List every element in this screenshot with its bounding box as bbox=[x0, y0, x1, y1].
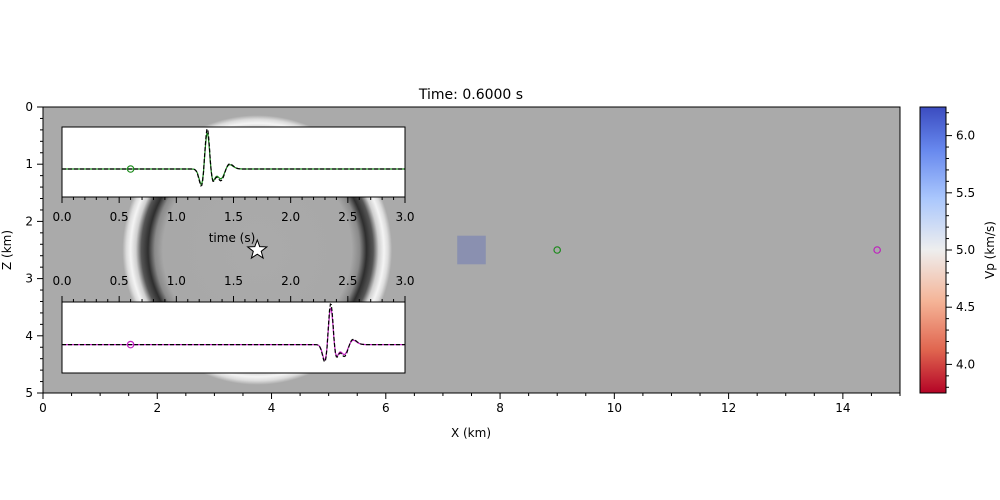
inset-tick-label: 2.0 bbox=[281, 274, 300, 288]
receiver-2-marker bbox=[873, 246, 881, 254]
receivers bbox=[553, 246, 881, 254]
receiver-1-marker bbox=[553, 246, 562, 254]
colorbar: 4.0 4.5 5.0 5.5 6.0 Vp (km/s) bbox=[919, 106, 997, 394]
colorbar-gradient bbox=[919, 106, 947, 394]
colorbar-label: Vp (km/s) bbox=[983, 221, 997, 279]
x-axis-ticks: 0 2 4 6 8 10 12 14 bbox=[39, 393, 901, 415]
x-tick-label: 14 bbox=[835, 401, 850, 415]
x-tick-label: 8 bbox=[496, 401, 504, 415]
y-tick-label: 2 bbox=[25, 214, 33, 228]
inset-tick-label: 3.0 bbox=[395, 210, 414, 224]
inset-tick-label: 0.0 bbox=[52, 210, 71, 224]
y-axis-label: Z (km) bbox=[0, 230, 14, 270]
synthetic-trace-receiver-2 bbox=[62, 303, 405, 363]
inset-tick-label: 2.5 bbox=[338, 210, 357, 224]
inset-tick-label: 0.5 bbox=[110, 274, 129, 288]
y-tick-label: 0 bbox=[25, 100, 33, 114]
inset-tick-label: 2.5 bbox=[338, 274, 357, 288]
colorbar-tick-label: 4.5 bbox=[956, 300, 975, 314]
colorbar-ticks: 4.0 4.5 5.0 5.5 6.0 bbox=[946, 112, 975, 388]
x-tick-label: 6 bbox=[382, 401, 390, 415]
y-axis-ticks: 0 1 2 3 4 5 bbox=[25, 100, 43, 400]
inset-1-xlabel: time (s) bbox=[209, 231, 256, 245]
x-tick-label: 2 bbox=[153, 401, 161, 415]
synthetic-trace-receiver-1 bbox=[62, 128, 405, 187]
inset-tick-label: 0.0 bbox=[52, 274, 71, 288]
inset-tick-label: 0.5 bbox=[110, 210, 129, 224]
trace-inset-receiver-2: 0.0 0.5 1.0 1.5 2.0 2.5 3.0 bbox=[52, 274, 415, 374]
inset-1-frame bbox=[61, 126, 406, 198]
trace-inset-receiver-1: 0.0 0.5 1.0 1.5 2.0 2.5 3.0 time (s) bbox=[52, 126, 415, 245]
colorbar-tick-label: 5.0 bbox=[956, 243, 975, 257]
colorbar-tick-label: 5.5 bbox=[956, 186, 975, 200]
inset-tick-label: 2.0 bbox=[281, 210, 300, 224]
chart-title: Time: 0.6000 s bbox=[418, 87, 523, 103]
source-star-icon bbox=[246, 238, 269, 260]
y-tick-label: 1 bbox=[25, 157, 33, 171]
inset-tick-label: 3.0 bbox=[395, 274, 414, 288]
x-tick-label: 12 bbox=[721, 401, 736, 415]
x-tick-label: 0 bbox=[39, 401, 47, 415]
current-time-marker-1 bbox=[126, 165, 135, 173]
x-tick-label: 4 bbox=[268, 401, 276, 415]
colorbar-tick-label: 6.0 bbox=[956, 129, 975, 143]
current-time-marker-2 bbox=[126, 340, 135, 349]
x-axis-label: X (km) bbox=[451, 426, 491, 440]
inset-2-ticks: 0.0 0.5 1.0 1.5 2.0 2.5 3.0 bbox=[52, 274, 415, 302]
x-tick-label: 10 bbox=[607, 401, 622, 415]
inset-tick-label: 1.5 bbox=[224, 274, 243, 288]
velocity-anomaly bbox=[457, 235, 486, 265]
y-tick-label: 4 bbox=[25, 329, 33, 343]
inset-1-ticks: 0.0 0.5 1.0 1.5 2.0 2.5 3.0 bbox=[52, 197, 415, 224]
inset-tick-label: 1.0 bbox=[167, 274, 186, 288]
inset-tick-label: 1.5 bbox=[224, 210, 243, 224]
inset-2-frame bbox=[61, 301, 406, 374]
y-tick-label: 5 bbox=[25, 386, 33, 400]
colorbar-tick-label: 4.0 bbox=[956, 357, 975, 371]
y-tick-label: 3 bbox=[25, 272, 33, 286]
inset-tick-label: 1.0 bbox=[167, 210, 186, 224]
